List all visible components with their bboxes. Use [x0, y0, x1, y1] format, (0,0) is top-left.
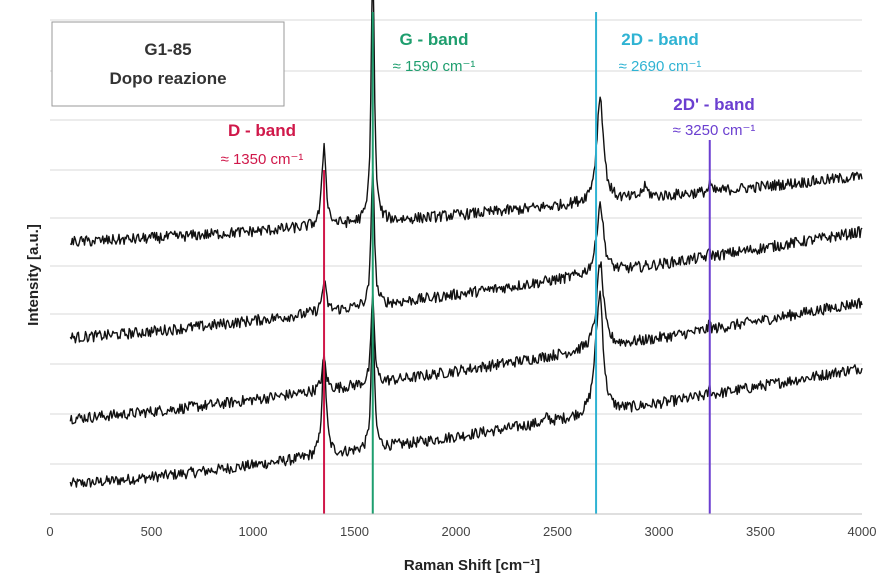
x-tick-label: 1000 [239, 524, 268, 539]
x-axis: 0 500 1000 1500 2000 2500 3000 3500 4000 [46, 513, 877, 539]
band-name-label: 2D - band [621, 30, 698, 49]
x-tick-label: 500 [141, 524, 163, 539]
x-tick-label: 3000 [645, 524, 674, 539]
band-name-label: D - band [228, 121, 296, 140]
x-tick-label: 1500 [340, 524, 369, 539]
band-position-label: ≈ 2690 cm⁻¹ [619, 58, 702, 75]
x-tick-label: 3500 [746, 524, 775, 539]
spectrum-line [69, 290, 863, 488]
grid-lines [50, 19, 862, 465]
y-axis-title: Intensity [a.u.] [25, 224, 42, 326]
x-tick-label: 0 [46, 524, 53, 539]
band-position-label: ≈ 1350 cm⁻¹ [221, 151, 304, 168]
x-tick-label: 2500 [543, 524, 572, 539]
x-tick-label: 2000 [442, 524, 471, 539]
spectrum-line [69, 261, 863, 425]
spectrum-line [69, 169, 863, 344]
sample-label-line-1: G1-85 [144, 40, 191, 59]
spectrum-line [69, 0, 863, 247]
band-position-label: ≈ 3250 cm⁻¹ [673, 122, 756, 139]
band-name-label: G - band [400, 30, 469, 49]
band-position-label: ≈ 1590 cm⁻¹ [393, 58, 476, 75]
x-axis-title: Raman Shift [cm⁻¹] [404, 557, 540, 574]
sample-label-box [51, 21, 285, 107]
spectra-group [69, 0, 863, 488]
sample-label-line-2: Dopo reazione [109, 69, 226, 88]
x-tick-label: 4000 [848, 524, 877, 539]
band-name-label: 2D' - band [673, 95, 755, 114]
band-markers: D - band ≈ 1350 cm⁻¹ G - band ≈ 1590 cm⁻¹ 2D… [221, 12, 756, 514]
